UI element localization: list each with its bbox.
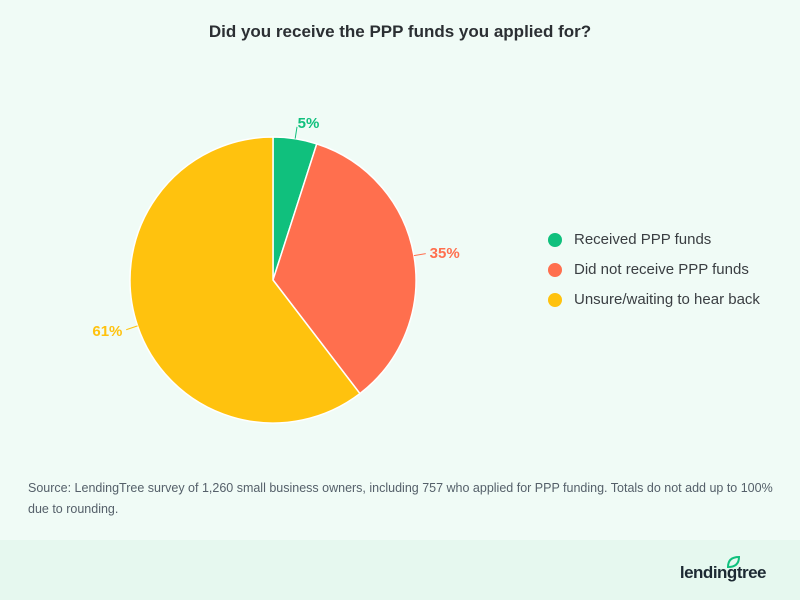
legend-swatch [548, 293, 562, 307]
lendingtree-logo: lendingtree [679, 563, 767, 582]
legend-label: Received PPP funds [574, 231, 712, 248]
legend: Received PPP funds Did not receive PPP f… [548, 230, 778, 320]
leaf-icon [726, 556, 740, 568]
legend-swatch [548, 263, 562, 277]
leader-line [413, 253, 426, 257]
pie-slice [272, 142, 417, 395]
leader-line [294, 126, 298, 139]
legend-item: Received PPP funds [548, 230, 778, 250]
data-label: 61% [92, 323, 122, 340]
legend-label: Unsure/waiting to hear back [574, 291, 760, 308]
pie-slice [129, 136, 361, 424]
data-label: 35% [430, 245, 460, 262]
data-label: 5% [298, 115, 320, 132]
chart-title: Did you receive the PPP funds you applie… [208, 22, 592, 41]
leader-line [126, 325, 138, 331]
footer [0, 540, 800, 600]
source-note: Source: LendingTree survey of 1,260 smal… [28, 481, 773, 516]
legend-item: Did not receive PPP funds [548, 260, 778, 280]
legend-label: Did not receive PPP funds [574, 261, 749, 278]
pie-chart: 5% 35% 61% [92, 115, 460, 424]
legend-item: Unsure/waiting to hear back [548, 290, 778, 310]
legend-swatch [548, 233, 562, 247]
